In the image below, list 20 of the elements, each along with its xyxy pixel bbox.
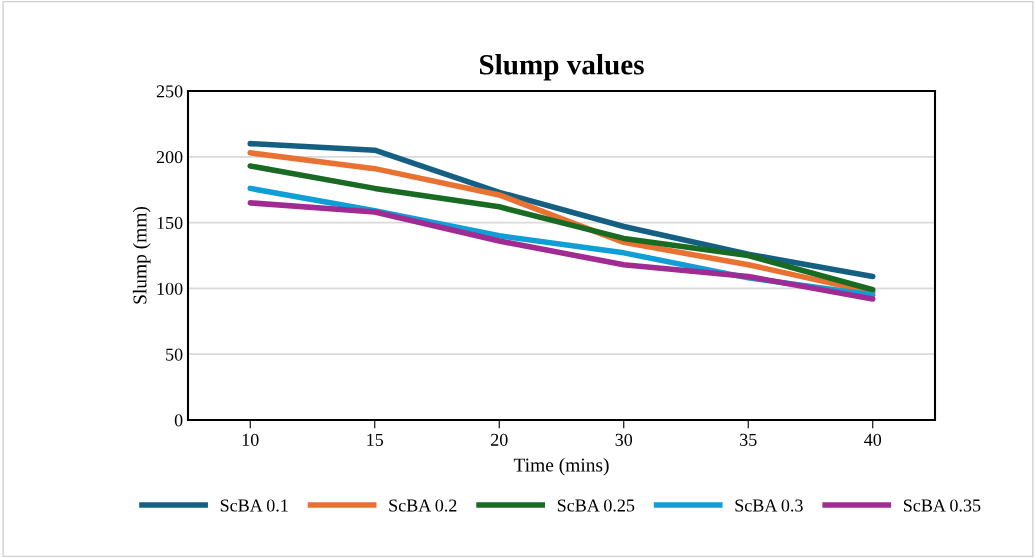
y-axis-title: Slump (mm) xyxy=(132,206,151,304)
y-tick-label: 50 xyxy=(166,348,183,361)
legend-label: ScBA 0.25 xyxy=(557,499,635,512)
legend-label: ScBA 0.3 xyxy=(735,499,803,512)
y-tick-label: 100 xyxy=(157,282,183,295)
x-tick-label: 20 xyxy=(491,433,508,446)
legend-label: ScBA 0.2 xyxy=(389,499,457,512)
y-tick-label: 200 xyxy=(156,151,183,164)
x-axis-title: Time (mins) xyxy=(513,457,609,476)
x-tick-label: 40 xyxy=(864,433,882,446)
chart-title: Slump values xyxy=(479,54,644,81)
x-tick-label: 10 xyxy=(242,433,259,446)
x-tick-label: 15 xyxy=(367,433,384,446)
x-tick-label: 35 xyxy=(740,433,757,446)
legend-label: ScBA 0.35 xyxy=(903,499,981,512)
x-tick-label: 30 xyxy=(615,433,633,446)
y-tick-label: 0 xyxy=(174,414,183,427)
y-tick-label: 250 xyxy=(156,85,183,98)
y-tick-label: 150 xyxy=(157,216,183,230)
legend-label: ScBA 0.1 xyxy=(220,499,288,512)
